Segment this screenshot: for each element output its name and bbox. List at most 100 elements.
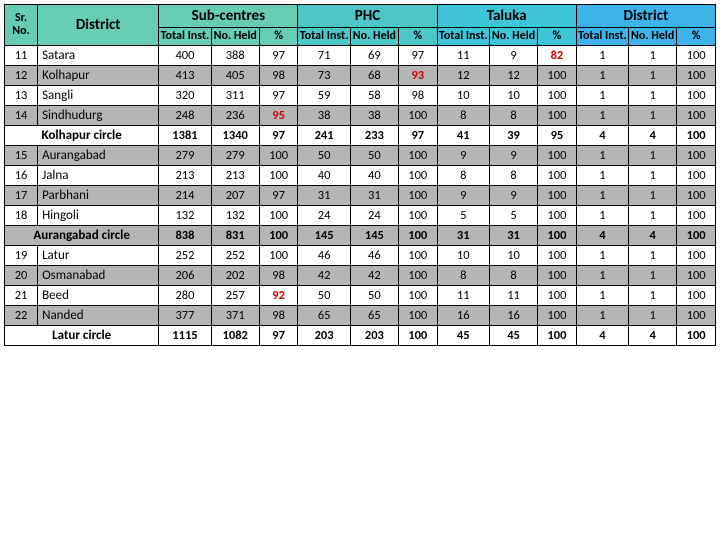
value-cell: 50 bbox=[298, 146, 350, 166]
value-cell: 213 bbox=[159, 166, 211, 186]
sr-no: 13 bbox=[5, 86, 38, 106]
value-cell: 42 bbox=[350, 266, 398, 286]
value-cell: 12 bbox=[437, 66, 489, 86]
value-cell: 207 bbox=[211, 186, 259, 206]
value-cell: 831 bbox=[211, 226, 259, 246]
value-cell: 145 bbox=[298, 226, 350, 246]
value-cell: 31 bbox=[298, 186, 350, 206]
col-sub-pct: % bbox=[677, 28, 716, 46]
value-cell: 69 bbox=[350, 46, 398, 66]
value-cell: 11 bbox=[437, 46, 489, 66]
value-cell: 97 bbox=[259, 326, 298, 346]
value-cell: 16 bbox=[437, 306, 489, 326]
value-cell: 98 bbox=[259, 66, 298, 86]
value-cell: 377 bbox=[159, 306, 211, 326]
col-sub-held: No. Held bbox=[211, 28, 259, 46]
value-cell: 9 bbox=[489, 46, 537, 66]
value-cell: 31 bbox=[350, 186, 398, 206]
table-row: 14Sindhudurg2482369538381008810011100 bbox=[5, 106, 716, 126]
value-cell: 5 bbox=[437, 206, 489, 226]
value-cell: 1 bbox=[576, 166, 628, 186]
value-cell: 4 bbox=[576, 126, 628, 146]
sr-no: 14 bbox=[5, 106, 38, 126]
value-cell: 9 bbox=[489, 186, 537, 206]
table-body: 11Satara40038897716997119821110012Kolhap… bbox=[5, 46, 716, 346]
col-sub-total: Total Inst. bbox=[159, 28, 211, 46]
value-cell: 1 bbox=[576, 106, 628, 126]
value-cell: 68 bbox=[350, 66, 398, 86]
sr-no: 20 bbox=[5, 266, 38, 286]
col-sub-pct: % bbox=[259, 28, 298, 46]
value-cell: 132 bbox=[211, 206, 259, 226]
sr-no: 12 bbox=[5, 66, 38, 86]
district-name: Kolhapur circle bbox=[5, 126, 159, 146]
value-cell: 1 bbox=[629, 246, 677, 266]
table-row: 16Jalna21321310040401008810011100 bbox=[5, 166, 716, 186]
value-cell: 100 bbox=[398, 266, 437, 286]
value-cell: 132 bbox=[159, 206, 211, 226]
value-cell: 100 bbox=[538, 226, 577, 246]
value-cell: 98 bbox=[398, 86, 437, 106]
value-cell: 100 bbox=[398, 306, 437, 326]
value-cell: 100 bbox=[538, 326, 577, 346]
value-cell: 100 bbox=[677, 86, 716, 106]
value-cell: 9 bbox=[489, 146, 537, 166]
table-row: 12Kolhapur41340598736893121210011100 bbox=[5, 66, 716, 86]
value-cell: 97 bbox=[259, 46, 298, 66]
value-cell: 405 bbox=[211, 66, 259, 86]
value-cell: 8 bbox=[489, 106, 537, 126]
value-cell: 1 bbox=[629, 206, 677, 226]
col-sub-held: No. Held bbox=[629, 28, 677, 46]
value-cell: 257 bbox=[211, 286, 259, 306]
value-cell: 95 bbox=[538, 126, 577, 146]
value-cell: 12 bbox=[489, 66, 537, 86]
value-cell: 100 bbox=[677, 286, 716, 306]
value-cell: 50 bbox=[298, 286, 350, 306]
table-row: 15Aurangabad27927910050501009910011100 bbox=[5, 146, 716, 166]
value-cell: 1 bbox=[576, 46, 628, 66]
value-cell: 252 bbox=[211, 246, 259, 266]
table-row: 21Beed280257925050100111110011100 bbox=[5, 286, 716, 306]
value-cell: 58 bbox=[350, 86, 398, 106]
value-cell: 206 bbox=[159, 266, 211, 286]
value-cell: 100 bbox=[398, 326, 437, 346]
value-cell: 97 bbox=[259, 126, 298, 146]
sr-no: 17 bbox=[5, 186, 38, 206]
value-cell: 100 bbox=[538, 106, 577, 126]
value-cell: 279 bbox=[211, 146, 259, 166]
value-cell: 371 bbox=[211, 306, 259, 326]
value-cell: 236 bbox=[211, 106, 259, 126]
table-row: 18Hingoli13213210024241005510011100 bbox=[5, 206, 716, 226]
value-cell: 241 bbox=[298, 126, 350, 146]
value-cell: 38 bbox=[350, 106, 398, 126]
value-cell: 400 bbox=[159, 46, 211, 66]
value-cell: 233 bbox=[350, 126, 398, 146]
district-name: Hingoli bbox=[38, 206, 159, 226]
value-cell: 100 bbox=[538, 266, 577, 286]
value-cell: 100 bbox=[538, 146, 577, 166]
value-cell: 100 bbox=[538, 286, 577, 306]
value-cell: 100 bbox=[259, 166, 298, 186]
col-sr: Sr. No. bbox=[5, 5, 38, 46]
table-row: Latur circle1115108297203203100454510044… bbox=[5, 326, 716, 346]
value-cell: 10 bbox=[437, 246, 489, 266]
value-cell: 1 bbox=[629, 266, 677, 286]
value-cell: 1381 bbox=[159, 126, 211, 146]
value-cell: 100 bbox=[398, 226, 437, 246]
value-cell: 9 bbox=[437, 186, 489, 206]
value-cell: 40 bbox=[350, 166, 398, 186]
value-cell: 10 bbox=[437, 86, 489, 106]
value-cell: 24 bbox=[298, 206, 350, 226]
col-sub-total: Total Inst. bbox=[298, 28, 350, 46]
value-cell: 100 bbox=[538, 306, 577, 326]
value-cell: 100 bbox=[259, 226, 298, 246]
district-name: Aurangabad bbox=[38, 146, 159, 166]
district-name: Latur circle bbox=[5, 326, 159, 346]
value-cell: 50 bbox=[350, 286, 398, 306]
value-cell: 45 bbox=[437, 326, 489, 346]
value-cell: 46 bbox=[298, 246, 350, 266]
value-cell: 100 bbox=[398, 246, 437, 266]
value-cell: 8 bbox=[489, 266, 537, 286]
value-cell: 1 bbox=[629, 66, 677, 86]
value-cell: 1 bbox=[576, 186, 628, 206]
